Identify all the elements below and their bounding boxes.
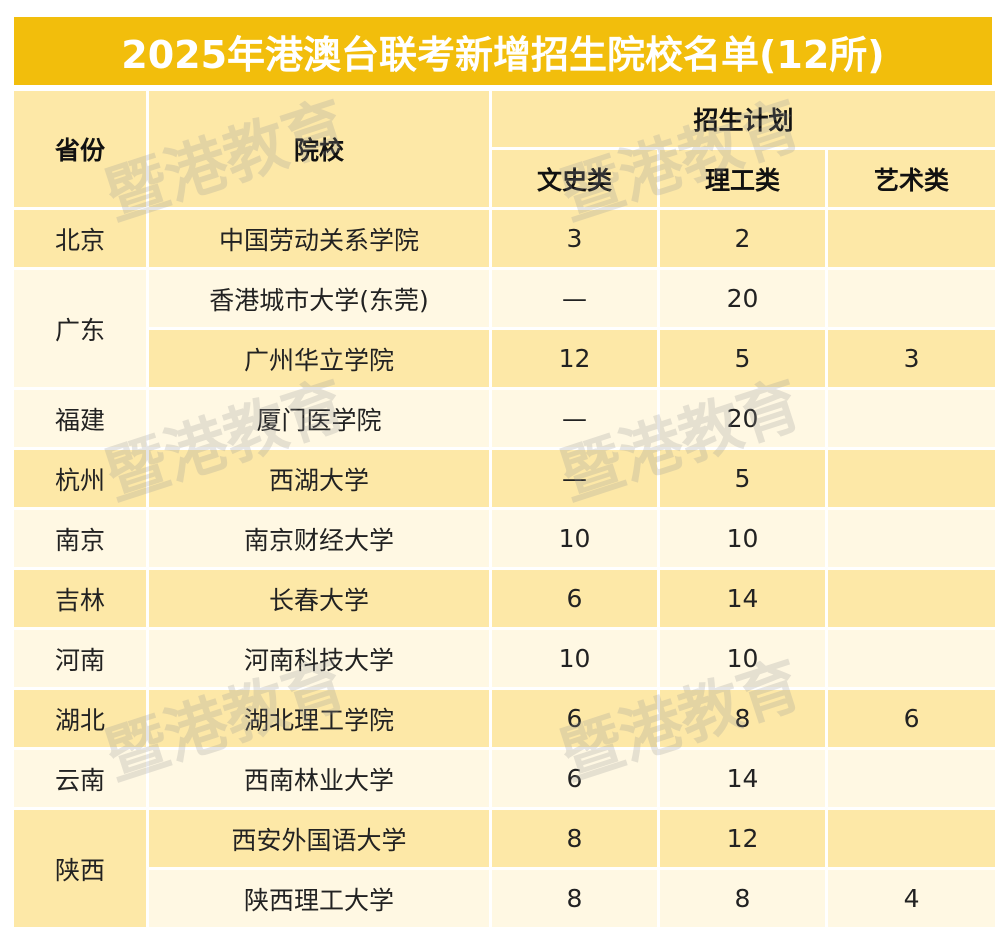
cell-province: 河南 [14, 630, 146, 687]
cell-liberal: — [492, 390, 657, 447]
cell-province: 北京 [14, 210, 146, 267]
cell-province: 吉林 [14, 570, 146, 627]
cell-liberal: 10 [492, 510, 657, 567]
cell-science: 14 [660, 750, 825, 807]
cell-school: 香港城市大学(东莞) [149, 270, 489, 327]
cell-science: 20 [660, 270, 825, 327]
schools-table: 省份 院校 招生计划 文史类 理工类 艺术类 北京 中国劳动关系学院 3 2 广… [11, 88, 998, 930]
cell-science: 5 [660, 330, 825, 387]
cell-province: 湖北 [14, 690, 146, 747]
cell-liberal: 6 [492, 570, 657, 627]
cell-school: 湖北理工学院 [149, 690, 489, 747]
cell-school: 南京财经大学 [149, 510, 489, 567]
header-plan: 招生计划 [492, 91, 996, 147]
header-science: 理工类 [660, 150, 825, 207]
cell-liberal: 6 [492, 750, 657, 807]
cell-school: 河南科技大学 [149, 630, 489, 687]
header-school: 院校 [149, 91, 489, 207]
cell-liberal: 6 [492, 690, 657, 747]
cell-art [828, 570, 996, 627]
page-title: 2025年港澳台联考新增招生院校名单(12所) [14, 17, 992, 85]
cell-school: 西湖大学 [149, 450, 489, 507]
cell-art: 6 [828, 690, 996, 747]
cell-liberal: 8 [492, 810, 657, 867]
cell-province: 杭州 [14, 450, 146, 507]
cell-school: 陕西理工大学 [149, 870, 489, 927]
cell-art [828, 390, 996, 447]
cell-art: 3 [828, 330, 996, 387]
cell-school: 长春大学 [149, 570, 489, 627]
cell-province: 福建 [14, 390, 146, 447]
cell-science: 8 [660, 690, 825, 747]
cell-art [828, 450, 996, 507]
cell-science: 10 [660, 510, 825, 567]
cell-art [828, 210, 996, 267]
header-province: 省份 [14, 91, 146, 207]
cell-liberal: 10 [492, 630, 657, 687]
cell-province: 陕西 [14, 810, 146, 927]
cell-art [828, 270, 996, 327]
cell-liberal: 8 [492, 870, 657, 927]
cell-science: 2 [660, 210, 825, 267]
cell-science: 20 [660, 390, 825, 447]
cell-science: 5 [660, 450, 825, 507]
cell-art [828, 750, 996, 807]
cell-science: 12 [660, 810, 825, 867]
cell-liberal: — [492, 270, 657, 327]
cell-province: 云南 [14, 750, 146, 807]
cell-school: 中国劳动关系学院 [149, 210, 489, 267]
cell-school: 广州华立学院 [149, 330, 489, 387]
cell-liberal: 3 [492, 210, 657, 267]
cell-science: 8 [660, 870, 825, 927]
header-art: 艺术类 [828, 150, 996, 207]
cell-province: 南京 [14, 510, 146, 567]
cell-school: 西南林业大学 [149, 750, 489, 807]
cell-art: 4 [828, 870, 996, 927]
cell-art [828, 630, 996, 687]
cell-school: 西安外国语大学 [149, 810, 489, 867]
cell-liberal: — [492, 450, 657, 507]
cell-school: 厦门医学院 [149, 390, 489, 447]
cell-science: 10 [660, 630, 825, 687]
cell-science: 14 [660, 570, 825, 627]
header-liberal: 文史类 [492, 150, 657, 207]
cell-art [828, 810, 996, 867]
cell-liberal: 12 [492, 330, 657, 387]
cell-art [828, 510, 996, 567]
cell-province: 广东 [14, 270, 146, 387]
